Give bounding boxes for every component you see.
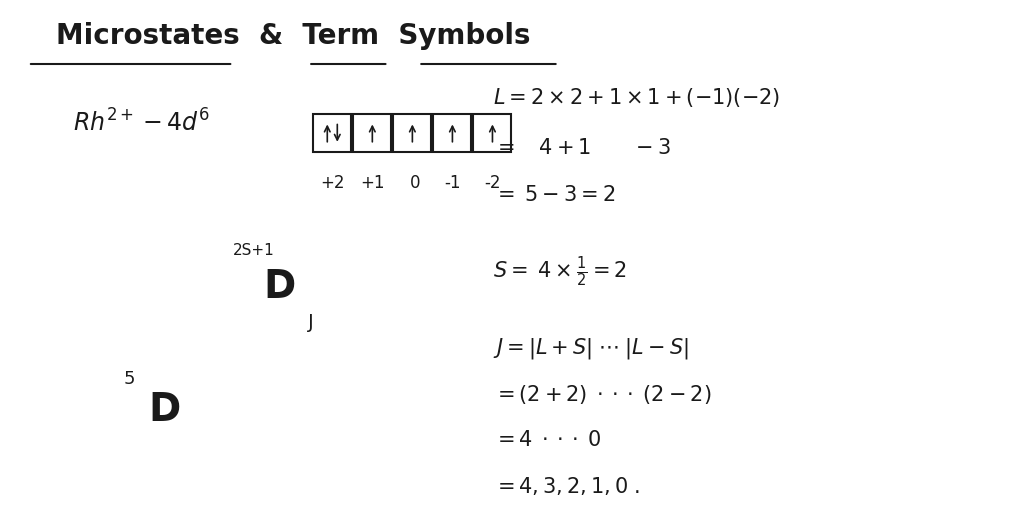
Text: $= 4, 3, 2, 1, 0 \;.$: $= 4, 3, 2, 1, 0 \;.$ xyxy=(494,476,640,497)
Text: $= \; 5 - 3 = 2$: $= \; 5 - 3 = 2$ xyxy=(494,184,615,205)
Text: D: D xyxy=(263,268,296,306)
Text: $Rh^{2+} - 4d^6$: $Rh^{2+} - 4d^6$ xyxy=(73,109,210,137)
Text: $L = 2\times2 + 1\times1 + (-1)(-2)$: $L = 2\times2 + 1\times1 + (-1)(-2)$ xyxy=(494,86,780,109)
Text: -2: -2 xyxy=(484,174,501,192)
Bar xyxy=(473,114,511,153)
Text: $= \quad 4+1 \qquad -3$: $= \quad 4+1 \qquad -3$ xyxy=(494,138,672,159)
Text: $= (2+2) \;\cdot\cdot\cdot\; (2-2)$: $= (2+2) \;\cdot\cdot\cdot\; (2-2)$ xyxy=(494,383,712,406)
Text: 2S+1: 2S+1 xyxy=(233,243,274,259)
Text: 5: 5 xyxy=(123,370,134,388)
Text: $= 4 \;\cdot\cdot\cdot\; 0$: $= 4 \;\cdot\cdot\cdot\; 0$ xyxy=(494,430,602,451)
Text: +1: +1 xyxy=(360,174,385,192)
Text: J: J xyxy=(308,313,314,332)
Text: $S = \; 4\times\frac{1}{2} = 2$: $S = \; 4\times\frac{1}{2} = 2$ xyxy=(494,254,628,289)
Text: -1: -1 xyxy=(444,174,461,192)
Bar xyxy=(433,114,471,153)
Text: 0: 0 xyxy=(411,174,421,192)
Text: +2: +2 xyxy=(321,174,344,192)
Text: D: D xyxy=(148,391,180,429)
Text: Microstates  &  Term  Symbols: Microstates & Term Symbols xyxy=(56,22,530,50)
Bar xyxy=(313,114,351,153)
Text: $J = |L+S| \;\cdots\; |L-S|$: $J = |L+S| \;\cdots\; |L-S|$ xyxy=(494,336,689,360)
Bar xyxy=(353,114,391,153)
Bar xyxy=(393,114,431,153)
